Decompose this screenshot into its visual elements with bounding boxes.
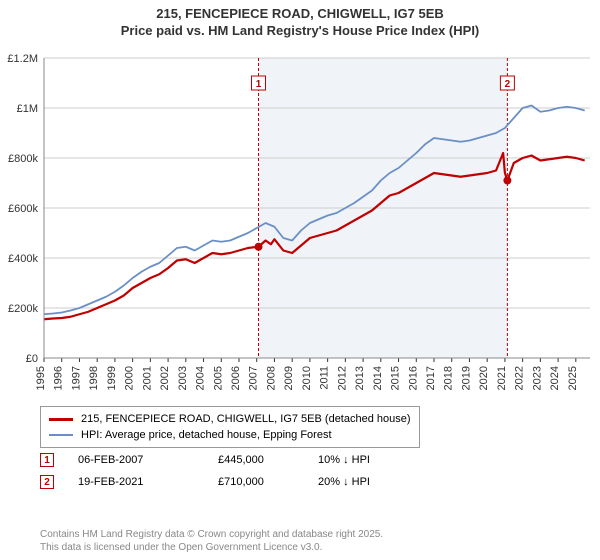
marker-row: 1 06-FEB-2007£445,00010% ↓ HPI <box>40 450 418 470</box>
svg-text:2002: 2002 <box>159 366 171 390</box>
svg-text:£200k: £200k <box>8 303 38 315</box>
title-line2: Price paid vs. HM Land Registry's House … <box>0 23 600 40</box>
svg-text:£1M: £1M <box>17 103 38 115</box>
legend-item: HPI: Average price, detached house, Eppi… <box>49 427 411 443</box>
marker-date: 19-FEB-2021 <box>78 476 218 488</box>
svg-text:1999: 1999 <box>106 366 118 390</box>
svg-text:2024: 2024 <box>549 366 561 390</box>
svg-text:2011: 2011 <box>319 366 331 390</box>
svg-text:2004: 2004 <box>195 366 207 390</box>
marker-diff: 10% ↓ HPI <box>318 454 418 466</box>
svg-text:2000: 2000 <box>124 366 136 390</box>
svg-text:1: 1 <box>256 79 262 90</box>
marker-row: 2 19-FEB-2021£710,00020% ↓ HPI <box>40 472 418 492</box>
svg-text:2015: 2015 <box>390 366 402 390</box>
chart-svg: £0 £200k £400k £600k £800k £1M £1.2M 1995 1996 19… <box>0 48 600 398</box>
svg-text:2013: 2013 <box>354 366 366 390</box>
svg-text:1997: 1997 <box>70 366 82 390</box>
svg-text:£400k: £400k <box>8 253 38 265</box>
legend-swatch <box>49 418 73 421</box>
marker-number-box: 2 <box>40 475 54 489</box>
svg-text:2020: 2020 <box>478 366 490 390</box>
svg-text:2023: 2023 <box>531 366 543 390</box>
svg-text:2016: 2016 <box>407 366 419 390</box>
chart-container: 215, FENCEPIECE ROAD, CHIGWELL, IG7 5EB … <box>0 0 600 560</box>
legend-swatch <box>49 434 73 436</box>
svg-text:2021: 2021 <box>496 366 508 390</box>
marker-number-box: 1 <box>40 453 54 467</box>
svg-text:2003: 2003 <box>177 366 189 390</box>
svg-text:2006: 2006 <box>230 366 242 390</box>
attribution: Contains HM Land Registry data © Crown c… <box>40 528 383 554</box>
marker-date: 06-FEB-2007 <box>78 454 218 466</box>
svg-text:2: 2 <box>505 79 511 90</box>
chart-area: £0 £200k £400k £600k £800k £1M £1.2M 1995 1996 19… <box>0 48 600 398</box>
svg-text:2009: 2009 <box>283 366 295 390</box>
svg-text:£600k: £600k <box>8 203 38 215</box>
marker-price: £710,000 <box>218 476 318 488</box>
marker-table: 1 06-FEB-2007£445,00010% ↓ HPI 2 19-FEB-202… <box>40 450 418 494</box>
svg-text:2007: 2007 <box>248 366 260 390</box>
svg-text:£1.2M: £1.2M <box>7 53 38 65</box>
svg-text:2012: 2012 <box>336 366 348 390</box>
svg-text:2017: 2017 <box>425 366 437 390</box>
svg-text:1998: 1998 <box>88 366 100 390</box>
svg-text:£800k: £800k <box>8 153 38 165</box>
svg-text:2019: 2019 <box>460 366 472 390</box>
attribution-line1: Contains HM Land Registry data © Crown c… <box>40 528 383 541</box>
svg-text:2005: 2005 <box>212 366 224 390</box>
legend-label: HPI: Average price, detached house, Eppi… <box>81 429 332 441</box>
marker-diff: 20% ↓ HPI <box>318 476 418 488</box>
marker-price: £445,000 <box>218 454 318 466</box>
svg-text:2008: 2008 <box>265 366 277 390</box>
svg-text:2025: 2025 <box>567 366 579 390</box>
svg-text:£0: £0 <box>26 353 38 365</box>
svg-text:2022: 2022 <box>514 366 526 390</box>
svg-text:2014: 2014 <box>372 366 384 390</box>
legend-label: 215, FENCEPIECE ROAD, CHIGWELL, IG7 5EB … <box>81 413 411 425</box>
legend: 215, FENCEPIECE ROAD, CHIGWELL, IG7 5EB … <box>40 406 420 448</box>
svg-text:2001: 2001 <box>141 366 153 390</box>
svg-text:1995: 1995 <box>35 366 47 390</box>
svg-text:2010: 2010 <box>301 366 313 390</box>
attribution-line2: This data is licensed under the Open Gov… <box>40 541 383 554</box>
legend-item: 215, FENCEPIECE ROAD, CHIGWELL, IG7 5EB … <box>49 411 411 427</box>
svg-text:1996: 1996 <box>53 366 65 390</box>
svg-text:2018: 2018 <box>443 366 455 390</box>
title-line1: 215, FENCEPIECE ROAD, CHIGWELL, IG7 5EB <box>0 6 600 23</box>
chart-title: 215, FENCEPIECE ROAD, CHIGWELL, IG7 5EB … <box>0 0 600 40</box>
